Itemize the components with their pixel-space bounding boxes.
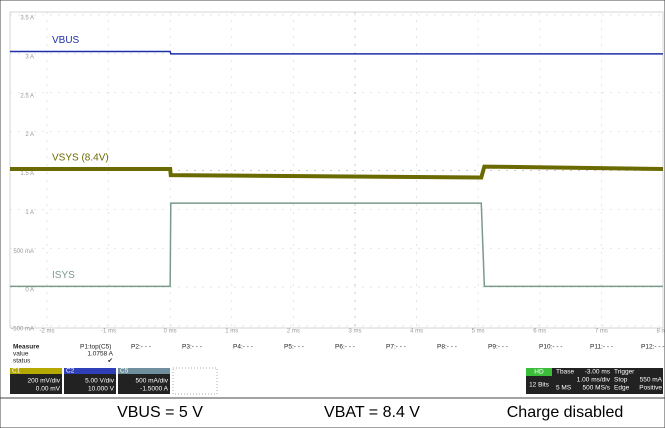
empty-slot (172, 367, 218, 395)
channel-scale: 500 mA/div (135, 378, 168, 385)
acq-rate: 500 MS/s (583, 385, 611, 392)
trace (10, 164, 664, 180)
x-tick-label: 7 ms (595, 329, 608, 335)
y-tick-label: 500 mA (13, 249, 34, 255)
acq-mode: HD (534, 369, 544, 376)
y-tick-label: 2 A (25, 132, 34, 138)
x-tick-label: -1 ms (101, 329, 116, 335)
channel-offset: 10.000 V (88, 386, 115, 393)
acq-bits: 12 Bits (529, 382, 550, 389)
channel-name: C2 (66, 368, 75, 375)
x-tick-label: 5 ms (472, 329, 485, 335)
channel-tag (64, 368, 116, 374)
y-tick-label: 0 A (25, 288, 34, 294)
measure-param: P6:- - - (335, 344, 355, 351)
measure-param: P5:- - - (284, 344, 304, 351)
channel-name: C5 (120, 368, 129, 375)
x-tick-label: 8 ms (656, 329, 665, 335)
measure-row-value: 1.0758 A (87, 351, 113, 358)
x-tick-label: 0 ms (164, 329, 177, 335)
x-tick-label: -2 ms (39, 329, 54, 335)
measure-param: P8:- - - (437, 344, 457, 351)
measure-param: P7:- - - (386, 344, 406, 351)
y-tick-label: 2.5 A (20, 93, 34, 99)
y-tick-label: -500 mA (11, 327, 34, 333)
acq-tbase: Tbase (556, 369, 574, 376)
measure-row-label: value (13, 351, 29, 358)
hd-tag (526, 368, 552, 376)
acq-trigger: Trigger (614, 369, 635, 376)
trace (10, 50, 663, 55)
trace-label: ISYS (52, 270, 75, 281)
x-tick-label: 4 ms (410, 329, 423, 335)
caption: VBAT = 8.4 V (324, 404, 420, 421)
measure-param: P11:- - - (590, 344, 613, 351)
measure-param: P12:- - - (641, 344, 664, 351)
acq-div: 1.00 ms/div (577, 377, 611, 384)
y-tick-label: 1.5 A (20, 171, 34, 177)
trace-label: VSYS (8.4V) (52, 153, 109, 164)
measure-param: P4:- - - (233, 344, 253, 351)
acq-kind: Edge (614, 385, 630, 392)
channel-name: C1 (12, 368, 21, 375)
channel-tag (118, 368, 170, 374)
acq-delay: -3.00 ms (585, 369, 611, 376)
y-tick-label: 3.5 A (20, 16, 34, 22)
measure-param: P2:- - - (131, 344, 151, 351)
y-tick-label: 1 A (25, 210, 34, 216)
measure-param: P10:- - - (539, 344, 562, 351)
measure-row-label: status (13, 358, 31, 365)
measure-param: P1:top(C5) (80, 344, 111, 351)
trace-label: VBUS (52, 35, 80, 46)
acq-state: Stop (614, 377, 628, 384)
x-tick-label: 3 ms (348, 329, 361, 335)
acq-level: 550 mA (640, 377, 663, 384)
caption: Charge disabled (507, 404, 624, 421)
trace (10, 202, 663, 288)
channel-tag (10, 368, 62, 374)
channel-scale: 200 mV/div (27, 378, 60, 385)
x-tick-label: 2 ms (287, 329, 300, 335)
measure-param: P3:- - - (182, 344, 202, 351)
measure-param: P9:- - - (488, 344, 508, 351)
measure-title: Measure (13, 344, 40, 351)
acq-slope: Positive (639, 385, 662, 392)
acq-points: 5 MS (556, 385, 572, 392)
channel-offset: 0.00 mV (36, 386, 61, 393)
x-tick-label: 6 ms (533, 329, 546, 335)
channel-offset: -1.5000 A (140, 386, 168, 393)
y-tick-label: 3 A (25, 54, 34, 60)
channel-scale: 5.00 V/div (85, 378, 115, 385)
caption: VBUS = 5 V (117, 404, 203, 421)
measure-row-value: ✔ (108, 358, 114, 365)
x-tick-label: 1 ms (225, 329, 238, 335)
